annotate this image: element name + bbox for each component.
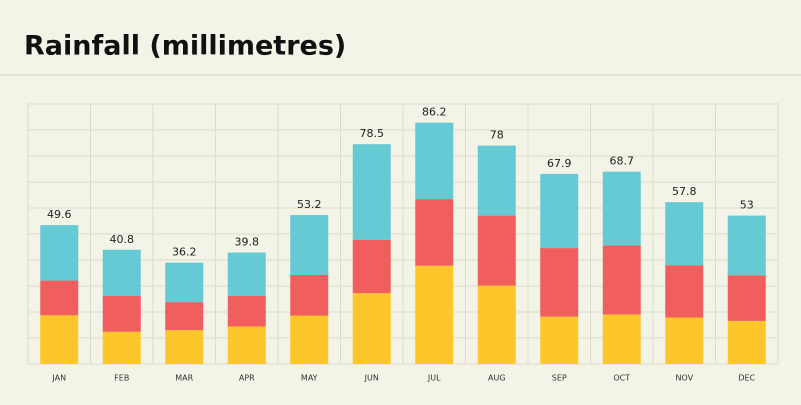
- bar-segment: [40, 315, 79, 364]
- x-tick-label: MAY: [301, 374, 318, 383]
- bar-segment: [165, 302, 204, 331]
- bar-segment: [102, 249, 141, 296]
- bar-segment: [40, 280, 79, 316]
- bar-segment: [102, 331, 141, 364]
- bar-segment: [727, 320, 766, 364]
- chart-title: Rainfall (millimetres): [24, 31, 346, 62]
- x-tick-label: JUL: [427, 374, 441, 383]
- x-tick-label: NOV: [675, 374, 693, 383]
- bar-segment: [540, 173, 579, 249]
- bar-segment: [290, 315, 329, 364]
- bar-segment: [352, 144, 391, 240]
- total-label: 49.6: [47, 208, 72, 221]
- bar-segment: [352, 293, 391, 364]
- bar-segment: [415, 122, 454, 200]
- x-tick-label: MAR: [175, 374, 193, 383]
- total-label: 78.5: [360, 127, 385, 140]
- total-label: 36.2: [172, 246, 197, 259]
- bar-segment: [665, 202, 704, 266]
- bar-segment: [290, 274, 329, 316]
- bar-segment: [415, 265, 454, 364]
- bar-segment: [227, 295, 266, 327]
- bar-segment: [165, 262, 204, 303]
- bar-segment: [102, 295, 141, 332]
- total-label: 86.2: [422, 106, 447, 119]
- bar-segment: [477, 215, 516, 286]
- x-tick-label: AUG: [488, 374, 506, 383]
- bar-segment: [290, 215, 329, 275]
- bar-segment: [602, 171, 641, 246]
- grid: [27, 103, 779, 365]
- bar-segment: [352, 239, 391, 294]
- bar-segment: [477, 285, 516, 364]
- bar-segment: [40, 225, 79, 281]
- bar-segment: [602, 314, 641, 364]
- bar-segment: [665, 265, 704, 318]
- bar-segment: [540, 248, 579, 317]
- bar-segment: [477, 145, 516, 216]
- bar-segment: [540, 316, 579, 364]
- x-tick-label: SEP: [552, 374, 567, 383]
- total-label: 40.8: [110, 233, 135, 246]
- bar-segment: [227, 252, 266, 296]
- total-label: 53.2: [297, 198, 322, 211]
- bar-segment: [415, 199, 454, 266]
- bar-segment: [727, 275, 766, 321]
- x-tick-label: APR: [239, 374, 255, 383]
- total-label: 67.9: [547, 157, 572, 170]
- x-tick-label: JUN: [364, 374, 379, 383]
- x-tick-label: FEB: [114, 374, 129, 383]
- x-tick-label: DEC: [738, 374, 755, 383]
- bar-segment: [227, 326, 266, 364]
- total-label: 39.8: [235, 236, 260, 249]
- x-tick-label: JAN: [51, 374, 66, 383]
- total-label: 53: [740, 199, 754, 212]
- bar-segment: [165, 330, 204, 364]
- x-tick-label: OCT: [613, 374, 630, 383]
- total-label: 68.7: [610, 155, 635, 168]
- total-label: 57.8: [672, 185, 697, 198]
- bar-segment: [727, 215, 766, 276]
- total-label: 78: [490, 129, 504, 142]
- bar-segment: [602, 245, 641, 315]
- bar-segment: [665, 317, 704, 364]
